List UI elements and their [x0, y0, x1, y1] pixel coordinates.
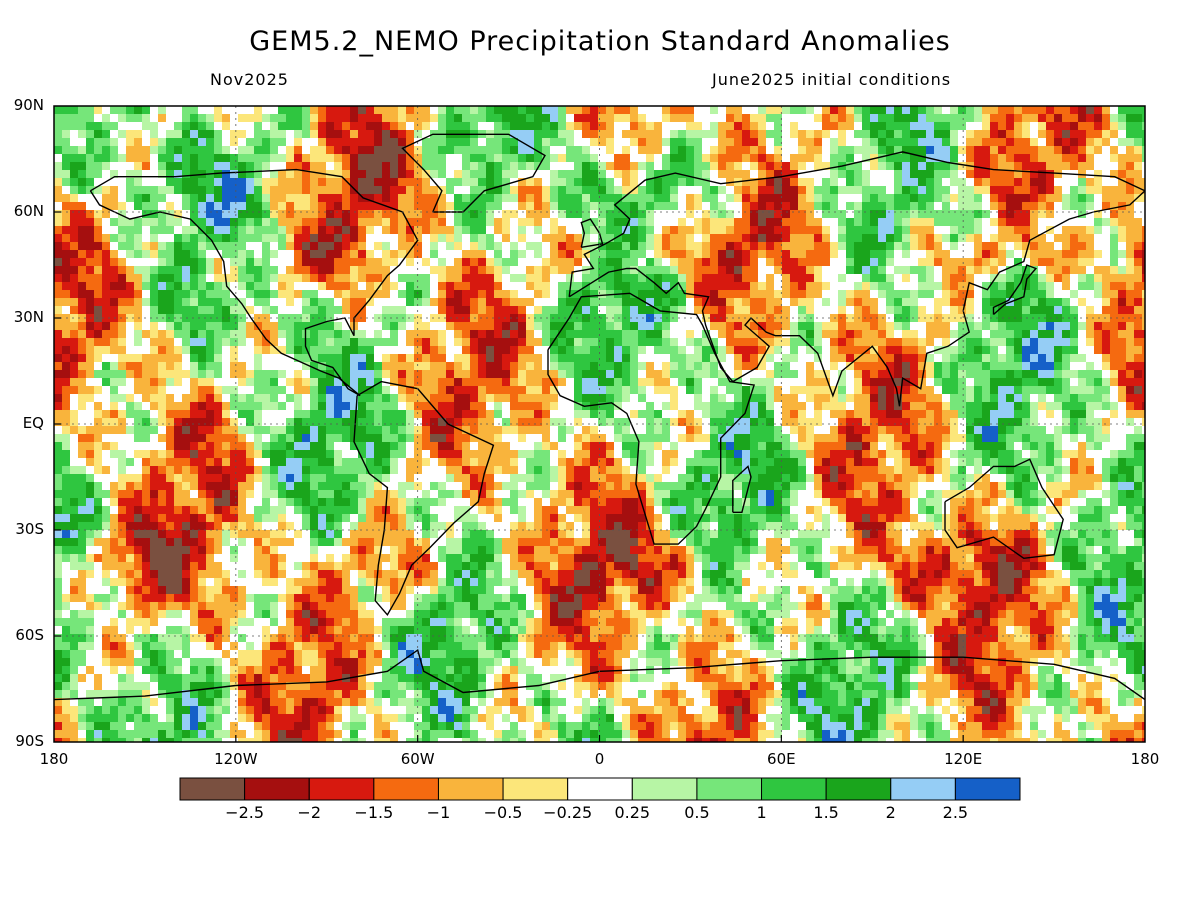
colorbar-swatch [825, 777, 892, 801]
colorbar-swatch [179, 777, 246, 801]
colorbar-label: −1 [426, 803, 451, 822]
coastline-0 [89, 168, 419, 397]
colorbar-swatch [437, 777, 504, 801]
map-frame [53, 105, 1146, 743]
coastlines [54, 133, 1145, 701]
colorbar-label: 2.5 [942, 803, 969, 822]
colorbar-label: −0.5 [483, 803, 523, 822]
colorbar-label: 2 [885, 803, 896, 822]
coastline-7 [54, 648, 1145, 701]
lon-label: 120E [944, 750, 983, 768]
coastline-6 [944, 458, 1064, 560]
lat-label: 60S [15, 626, 44, 644]
lat-label: 90S [15, 732, 44, 750]
lat-label: EQ [22, 414, 44, 432]
lat-label: 30S [15, 520, 44, 538]
map-title: GEM5.2_NEMO Precipitation Standard Anoma… [249, 26, 951, 57]
coastline-1 [401, 133, 546, 213]
colorbar-swatch [761, 777, 827, 801]
colorbar-label: −2.5 [225, 803, 265, 822]
colorbar-swatch [696, 777, 763, 801]
colorbar-swatch [567, 777, 633, 801]
colorbar-swatch [244, 777, 310, 801]
coastline-8 [992, 264, 1038, 316]
lon-label: 60E [767, 750, 796, 768]
colorbar-label: 0.5 [684, 803, 710, 822]
colorbar [179, 777, 1021, 801]
colorbar-label: 1 [756, 803, 767, 822]
colorbar-label: −0.25 [543, 803, 593, 822]
lon-label: 120W [214, 750, 258, 768]
colorbar-swatch [631, 777, 698, 801]
colorbar-swatch [502, 777, 569, 801]
graticule [54, 106, 1145, 742]
coastline-5 [732, 465, 752, 513]
colorbar-swatch [308, 777, 375, 801]
lon-label: 180 [1130, 750, 1160, 768]
coastline-4 [547, 292, 756, 545]
lat-label: 90N [13, 96, 44, 114]
lon-label: 0 [594, 750, 605, 768]
coastline-2 [353, 380, 495, 617]
colorbar-label: −1.5 [354, 803, 394, 822]
lon-label: 60W [400, 750, 435, 768]
colorbar-swatch [890, 777, 956, 801]
colorbar-swatch [373, 777, 439, 801]
colorbar-swatch [954, 777, 1021, 801]
coastline-9 [580, 218, 604, 248]
lat-label: 60N [13, 202, 44, 220]
colorbar-label: 1.5 [813, 803, 839, 822]
coastline-3 [568, 151, 1145, 407]
lat-label: 30N [13, 308, 44, 326]
lon-label: 180 [39, 750, 69, 768]
colorbar-label: 0.25 [614, 803, 651, 822]
colorbar-label: −2 [297, 803, 322, 822]
initial-conditions: June2025 initial conditions [712, 70, 952, 89]
forecast-month: Nov2025 [210, 70, 289, 89]
anomaly-field [54, 106, 1145, 742]
